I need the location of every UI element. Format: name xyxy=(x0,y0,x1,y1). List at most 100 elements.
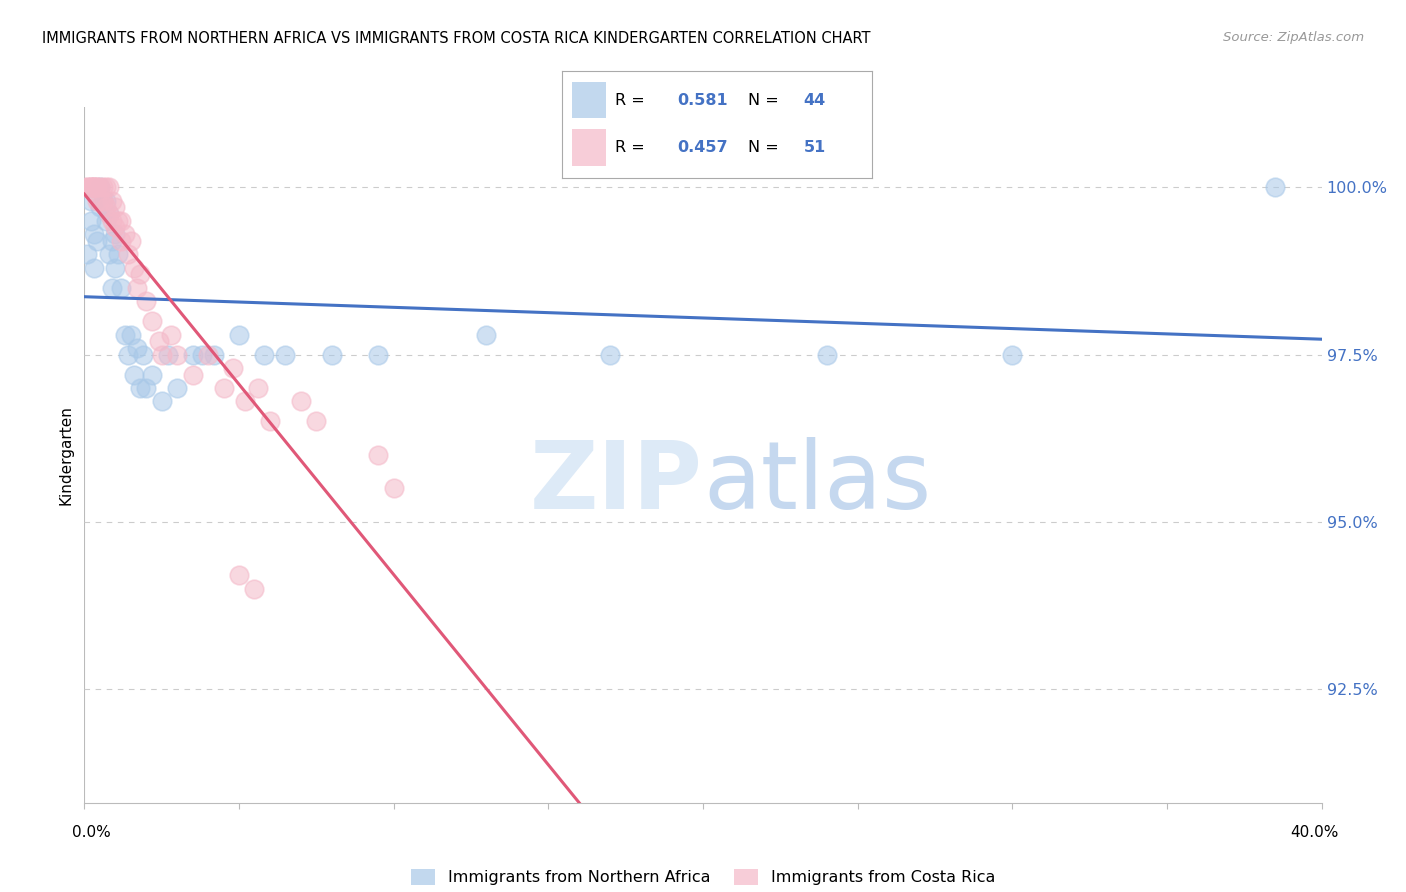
Point xyxy=(599,347,621,361)
Point xyxy=(122,260,145,275)
Point xyxy=(89,180,111,194)
Point xyxy=(367,448,389,462)
Point xyxy=(107,247,129,261)
Text: ZIP: ZIP xyxy=(530,437,703,529)
Point xyxy=(166,347,188,361)
Text: R =: R = xyxy=(614,140,650,155)
Point xyxy=(91,194,114,208)
Point xyxy=(212,381,235,395)
Point xyxy=(1264,180,1286,194)
Point xyxy=(191,347,214,361)
Point xyxy=(141,314,163,328)
Text: IMMIGRANTS FROM NORTHERN AFRICA VS IMMIGRANTS FROM COSTA RICA KINDERGARTEN CORRE: IMMIGRANTS FROM NORTHERN AFRICA VS IMMIG… xyxy=(42,31,870,46)
Point xyxy=(94,213,117,227)
Point xyxy=(101,234,124,248)
Point xyxy=(125,281,148,295)
Point xyxy=(160,327,183,342)
Point xyxy=(94,194,117,208)
Point xyxy=(98,180,121,194)
Point xyxy=(104,260,127,275)
Point xyxy=(101,213,124,227)
Text: 0.0%: 0.0% xyxy=(72,825,111,840)
Point xyxy=(290,394,312,409)
Point xyxy=(114,327,136,342)
Point xyxy=(148,334,170,348)
Point xyxy=(117,347,139,361)
Text: N =: N = xyxy=(748,140,785,155)
Point xyxy=(120,234,142,248)
Bar xyxy=(572,129,606,166)
Point xyxy=(246,381,269,395)
Point xyxy=(86,194,108,208)
Point xyxy=(129,268,152,282)
Point xyxy=(129,381,152,395)
Point xyxy=(83,180,105,194)
Point xyxy=(101,194,124,208)
Point xyxy=(89,200,111,214)
Point xyxy=(233,394,256,409)
Text: N =: N = xyxy=(748,93,785,108)
Text: 0.581: 0.581 xyxy=(676,93,727,108)
Point xyxy=(120,327,142,342)
Point xyxy=(89,180,111,194)
Point xyxy=(181,368,204,382)
Point xyxy=(91,194,114,208)
Point xyxy=(135,381,157,395)
Point xyxy=(197,347,219,361)
Point xyxy=(79,213,101,227)
Bar xyxy=(572,82,606,119)
Point xyxy=(181,347,204,361)
Point xyxy=(110,281,132,295)
Point xyxy=(104,227,127,241)
Point xyxy=(202,347,225,361)
Point xyxy=(98,247,121,261)
Point xyxy=(321,347,343,361)
Point xyxy=(110,234,132,248)
Point xyxy=(94,180,117,194)
Point xyxy=(228,568,250,582)
Point xyxy=(110,213,132,227)
Point xyxy=(382,481,405,495)
Point xyxy=(98,207,121,221)
Point xyxy=(259,415,281,429)
Point xyxy=(83,260,105,275)
Point xyxy=(222,360,245,375)
Point xyxy=(135,294,157,309)
Point xyxy=(98,207,121,221)
Text: Source: ZipAtlas.com: Source: ZipAtlas.com xyxy=(1223,31,1364,45)
Point xyxy=(475,327,498,342)
Point xyxy=(243,582,266,596)
Text: R =: R = xyxy=(614,93,650,108)
Point xyxy=(79,194,101,208)
Text: atlas: atlas xyxy=(703,437,931,529)
Point xyxy=(117,247,139,261)
Point xyxy=(79,180,101,194)
Point xyxy=(1001,347,1024,361)
Point xyxy=(107,213,129,227)
Point xyxy=(83,180,105,194)
Point xyxy=(86,234,108,248)
Point xyxy=(91,180,114,194)
Point xyxy=(253,347,276,361)
Text: 0.457: 0.457 xyxy=(676,140,727,155)
Point xyxy=(83,180,105,194)
Point xyxy=(132,347,155,361)
Point xyxy=(156,347,179,361)
Point xyxy=(76,180,98,194)
Point xyxy=(150,394,173,409)
Point xyxy=(76,180,98,194)
Point xyxy=(89,194,111,208)
Point xyxy=(86,180,108,194)
Point xyxy=(367,347,389,361)
Point xyxy=(815,347,838,361)
Point xyxy=(305,415,328,429)
Point xyxy=(114,227,136,241)
Point xyxy=(76,247,98,261)
Y-axis label: Kindergarten: Kindergarten xyxy=(58,405,73,505)
Point xyxy=(79,180,101,194)
Text: 44: 44 xyxy=(804,93,825,108)
Point xyxy=(150,347,173,361)
Point xyxy=(104,200,127,214)
Text: 40.0%: 40.0% xyxy=(1291,825,1339,840)
Point xyxy=(86,180,108,194)
